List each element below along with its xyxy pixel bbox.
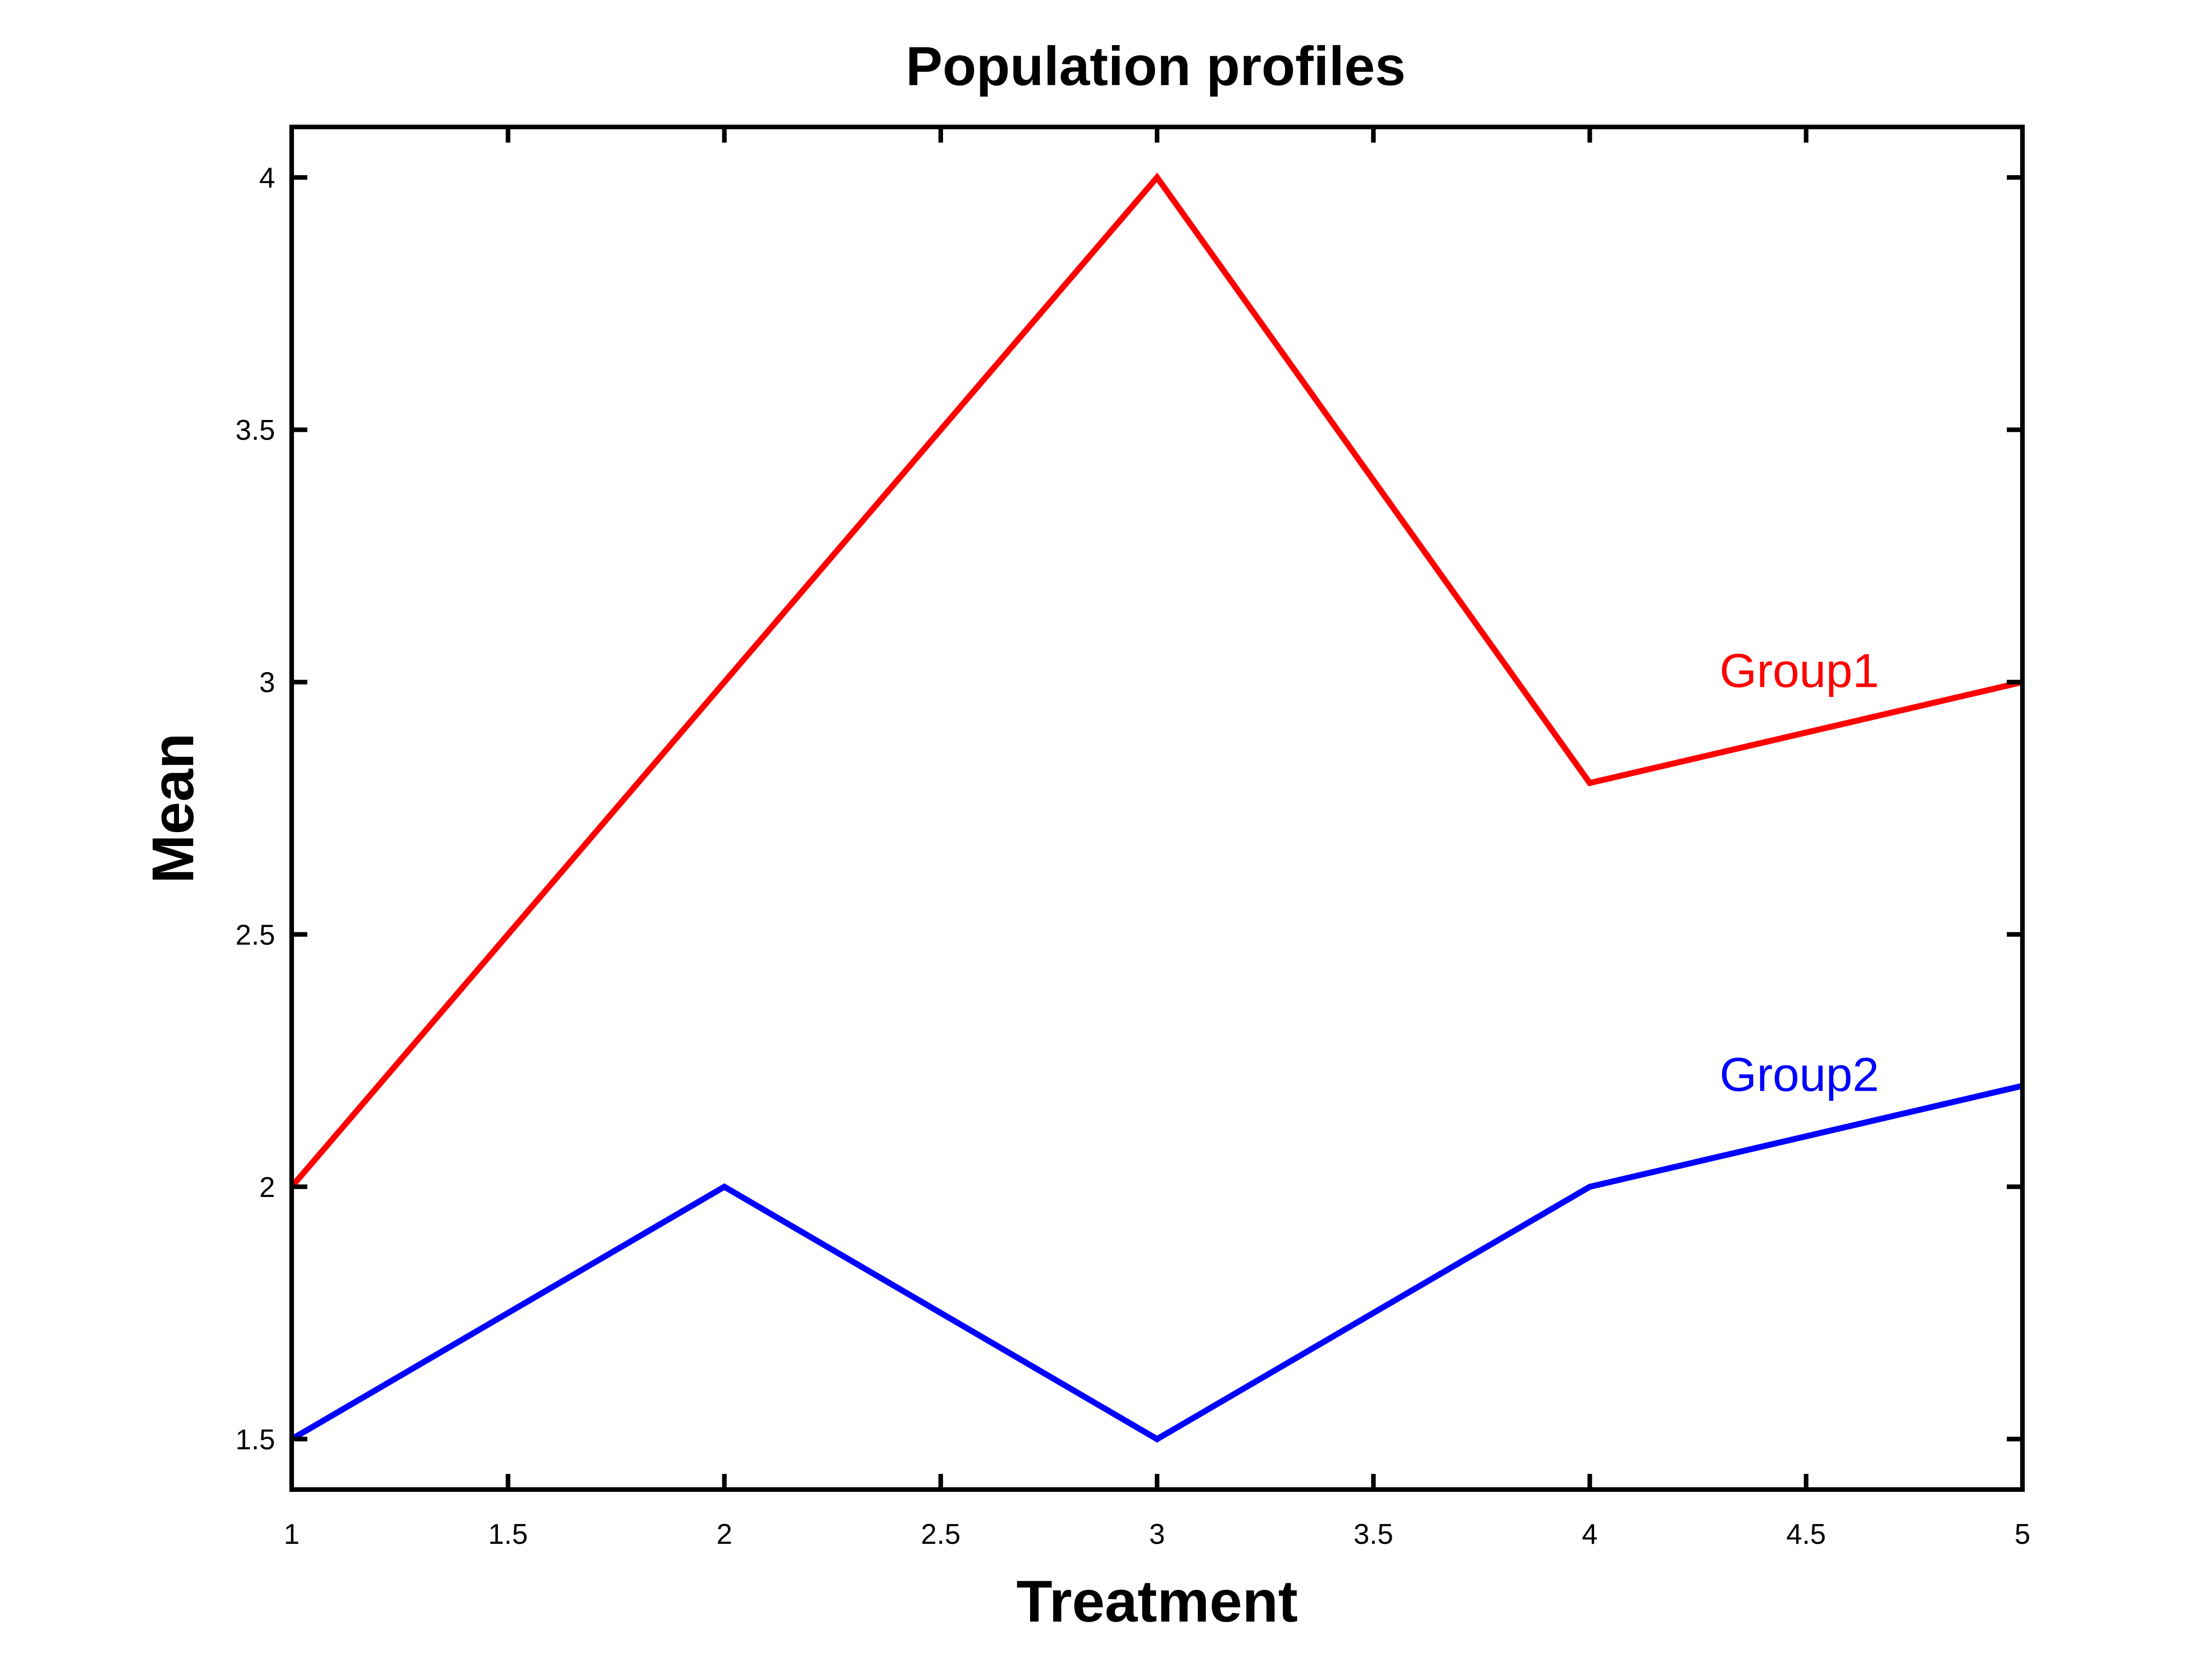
series-line-group2 [290, 1083, 2023, 1443]
y-tick-label: 2 [259, 1172, 275, 1203]
data-point-group2-3 [1157, 1438, 1158, 1439]
x-tick-label: 5 [2015, 1519, 2030, 1550]
x-tick-label: 2.5 [921, 1519, 961, 1550]
data-point-group1-2 [724, 682, 725, 683]
x-tick-label: 1 [284, 1519, 300, 1550]
y-tick-labels: 1.5 2 2.5 3 3.5 4 [236, 162, 275, 1456]
y-tick-label: 3 [259, 667, 275, 699]
x-tick-label: 1.5 [488, 1519, 528, 1550]
y-axis-title: Mean [140, 733, 206, 883]
y-tick-label: 3.5 [236, 414, 275, 446]
chart-title: Population profiles [906, 35, 1406, 97]
x-tick-label: 4 [1582, 1519, 1597, 1550]
data-point-group2-2 [724, 1186, 725, 1187]
series-layer [289, 173, 2023, 1443]
x-tick-labels: 1 1.5 2 2.5 3 3.5 4 4.5 5 [284, 1519, 2030, 1550]
plot-frame [289, 125, 2025, 1492]
y-tick-label: 1.5 [236, 1424, 275, 1456]
y-tick-label: 4 [259, 162, 275, 194]
y-tick-label: 2.5 [236, 919, 275, 951]
series-label-group1: Group1 [1720, 644, 1879, 698]
x-tick-label: 2 [716, 1519, 732, 1550]
series-labels: Group1 Group2 [1720, 644, 1879, 1102]
data-point-group1-3 [1157, 177, 1158, 178]
x-axis-title: Treatment [1016, 1569, 1298, 1634]
series-line-group1 [289, 173, 2023, 1189]
series-label-group2: Group2 [1720, 1048, 1879, 1101]
x-tick-label: 4.5 [1786, 1519, 1826, 1550]
x-tick-label: 3 [1149, 1519, 1165, 1550]
x-tick-label: 3.5 [1354, 1519, 1393, 1550]
